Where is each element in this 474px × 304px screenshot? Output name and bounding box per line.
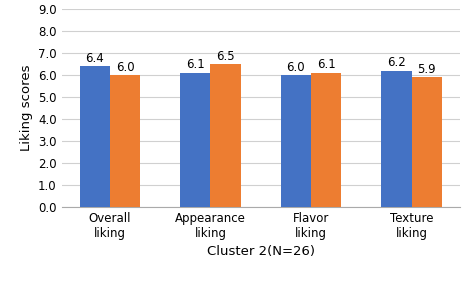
Bar [411, 77, 442, 207]
Text: 6.5: 6.5 [216, 50, 235, 63]
Text: 5.9: 5.9 [417, 63, 436, 76]
X-axis label: Cluster 2(N=26): Cluster 2(N=26) [207, 245, 315, 258]
Bar [80, 66, 110, 207]
Bar [281, 75, 311, 207]
Text: 6.0: 6.0 [287, 61, 305, 74]
Text: 6.1: 6.1 [186, 58, 205, 71]
Text: 6.1: 6.1 [317, 58, 336, 71]
Bar [180, 73, 210, 207]
Text: 6.4: 6.4 [85, 52, 104, 65]
Bar [110, 75, 140, 207]
Bar [210, 64, 241, 207]
Bar [382, 71, 411, 207]
Text: 6.0: 6.0 [116, 61, 134, 74]
Text: 6.2: 6.2 [387, 56, 406, 69]
Y-axis label: Liking scores: Liking scores [19, 65, 33, 151]
Bar [311, 73, 341, 207]
